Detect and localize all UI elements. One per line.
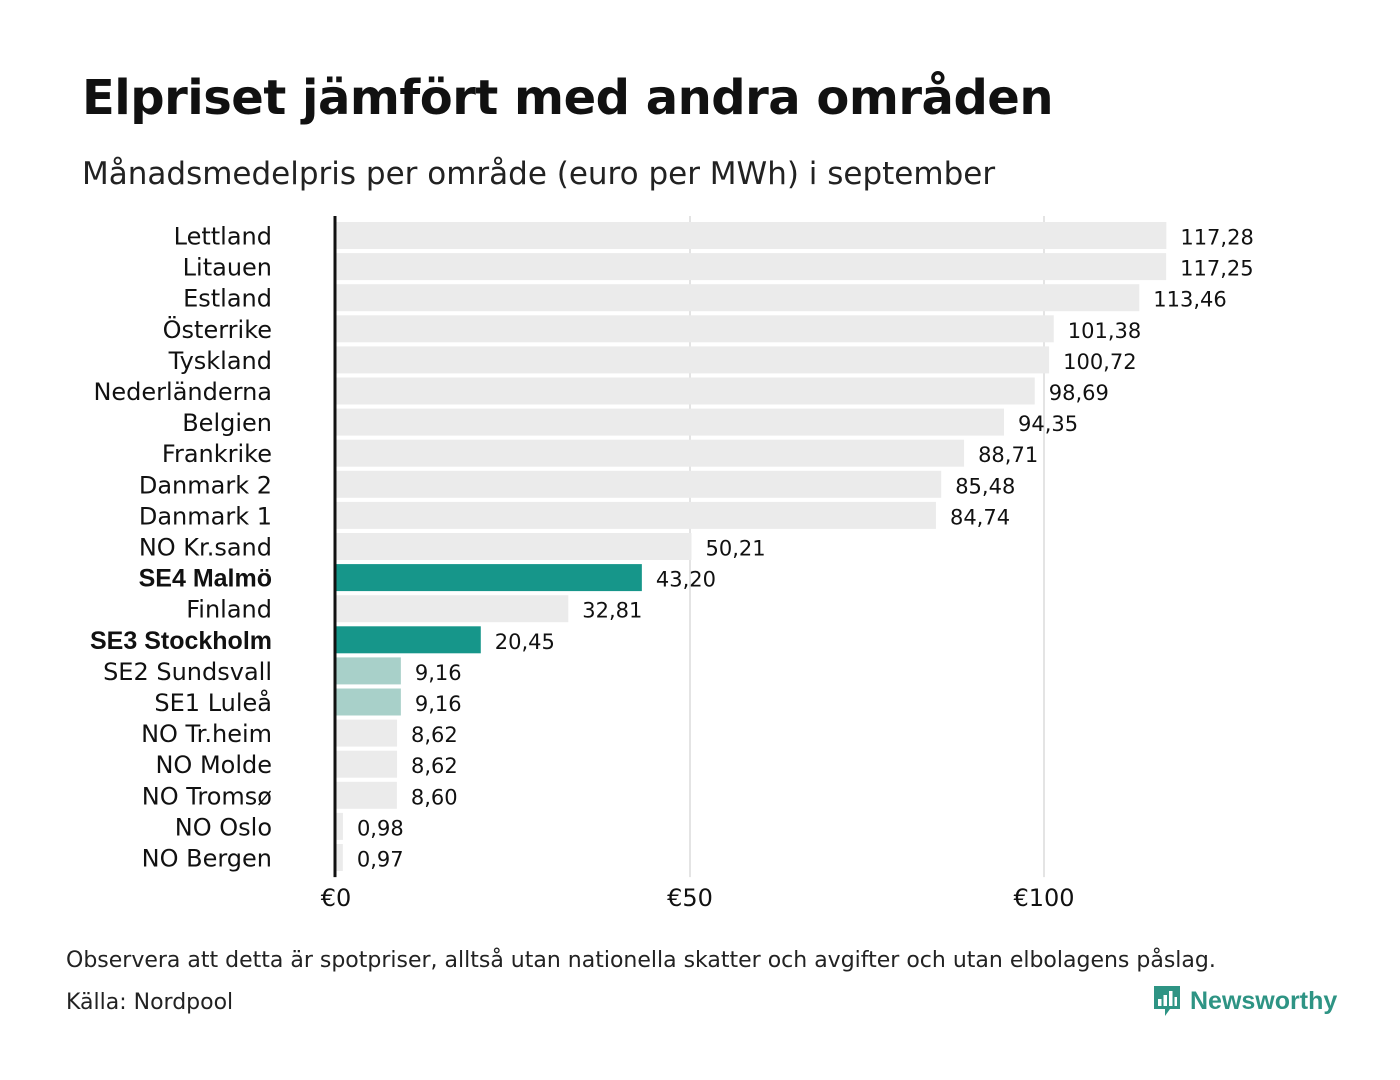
bar-chart: €0 €50 €100 Lettland 117,28 Litauen 117,25 Estl… xyxy=(90,216,1254,912)
source-note: Källa: Nordpool xyxy=(66,990,234,1015)
bar-chart-speech-bubble-icon xyxy=(1154,986,1180,1016)
brand-logo: Newsworthy xyxy=(1152,984,1337,1018)
footnote: Observera att detta är spotpriser, allts… xyxy=(66,948,1216,973)
data-label: 43,20 xyxy=(656,568,716,592)
category-label: SE1 Luleå xyxy=(154,688,272,717)
category-label: SE3 Stockholm xyxy=(90,627,272,655)
category-label: Belgien xyxy=(182,409,272,437)
x-tick-label: €100 xyxy=(1013,884,1074,912)
category-label: Litauen xyxy=(183,254,272,282)
category-label: Frankrike xyxy=(162,440,272,468)
category-label: Danmark 1 xyxy=(139,502,272,530)
category-label: Österrike xyxy=(163,315,272,344)
data-label: 88,71 xyxy=(978,443,1038,467)
bar xyxy=(336,688,401,716)
data-label: 84,74 xyxy=(950,505,1010,529)
category-label: Estland xyxy=(183,285,272,313)
bar xyxy=(336,439,965,467)
data-label: 32,81 xyxy=(582,599,642,623)
bar xyxy=(336,657,401,685)
data-label: 8,62 xyxy=(411,754,458,778)
bar xyxy=(336,844,343,871)
data-label: 0,97 xyxy=(357,848,404,872)
bar xyxy=(336,470,942,498)
data-label: 9,16 xyxy=(415,692,462,716)
data-label: 117,25 xyxy=(1180,257,1253,281)
data-label: 50,21 xyxy=(705,537,765,561)
bar xyxy=(336,781,397,809)
bar xyxy=(336,284,1140,312)
category-label: NO Bergen xyxy=(142,845,272,873)
brand-name: Newsworthy xyxy=(1190,986,1338,1015)
category-label: NO Tr.heim xyxy=(141,720,272,748)
category-label: NO Tromsø xyxy=(142,782,272,810)
category-label: SE2 Sundsvall xyxy=(103,658,272,686)
category-label: Finland xyxy=(186,596,272,624)
category-label: NO Kr.sand xyxy=(139,534,272,562)
bar xyxy=(336,595,569,623)
category-label: Nederländerna xyxy=(93,378,272,406)
data-label: 85,48 xyxy=(955,474,1015,498)
x-tick-label: €0 xyxy=(321,884,352,912)
bar xyxy=(336,408,1004,436)
bar xyxy=(336,719,398,747)
chart-subtitle: Månadsmedelpris per område (euro per MWh… xyxy=(82,156,996,192)
data-label: 98,69 xyxy=(1049,381,1109,405)
data-label: 9,16 xyxy=(415,661,462,685)
bar xyxy=(336,222,1167,249)
bar xyxy=(336,533,692,560)
data-label: 8,60 xyxy=(411,785,458,809)
bar xyxy=(336,564,642,592)
data-label: 117,28 xyxy=(1180,226,1253,250)
category-label: Lettland xyxy=(174,223,272,251)
bar xyxy=(336,377,1035,405)
bar xyxy=(336,501,936,529)
bar xyxy=(336,346,1050,374)
chart-title: Elpriset jämfört med andra områden xyxy=(82,70,1054,126)
bar xyxy=(336,750,398,778)
category-label: NO Oslo xyxy=(175,813,272,841)
category-label: Danmark 2 xyxy=(139,471,272,499)
data-label: 94,35 xyxy=(1018,412,1078,436)
data-label: 20,45 xyxy=(495,630,555,654)
data-label: 8,62 xyxy=(411,723,458,747)
bar xyxy=(336,812,343,840)
data-label: 101,38 xyxy=(1068,319,1141,343)
bar xyxy=(336,626,481,654)
bar xyxy=(336,253,1167,281)
data-label: 100,72 xyxy=(1063,350,1136,374)
data-label: 0,98 xyxy=(357,816,404,840)
category-label: Tyskland xyxy=(168,347,272,375)
bar xyxy=(336,315,1054,343)
category-label: NO Molde xyxy=(155,751,272,779)
category-label: SE4 Malmö xyxy=(139,565,272,593)
data-label: 113,46 xyxy=(1153,288,1226,312)
x-tick-label: €50 xyxy=(667,884,713,912)
